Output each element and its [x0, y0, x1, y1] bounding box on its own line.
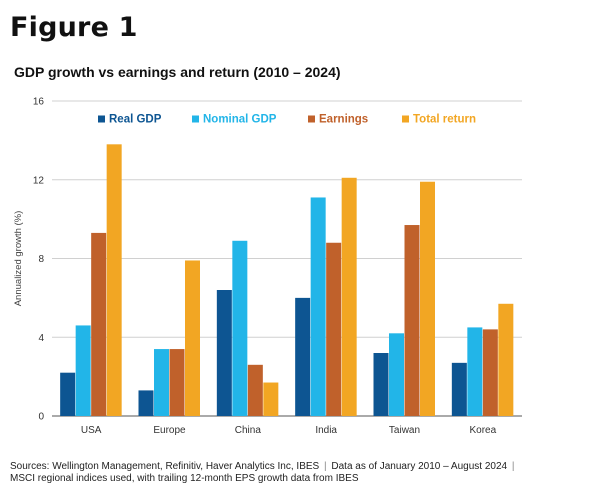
bar: [482, 329, 498, 416]
y-tick-label: 4: [38, 333, 44, 344]
x-tick-label: China: [235, 425, 262, 436]
y-tick-label: 8: [38, 254, 44, 265]
bar: [185, 260, 200, 416]
x-tick-label: Korea: [469, 425, 496, 436]
bar: [60, 372, 76, 416]
bar: [420, 181, 435, 416]
y-tick-label: 0: [38, 412, 44, 423]
separator: |: [324, 461, 327, 472]
x-tick-label: Europe: [153, 425, 186, 436]
sources-note: Sources: Wellington Management, Refiniti…: [10, 461, 600, 485]
bar: [326, 242, 342, 416]
y-tick-label: 16: [33, 97, 45, 108]
bar: [404, 225, 420, 416]
data-date-range: Data as of January 2010 – August 2024: [331, 461, 508, 472]
bar: [169, 349, 185, 416]
bar: [75, 325, 91, 416]
bar: [138, 390, 154, 416]
methodology-note: MSCI regional indices used, with trailin…: [10, 473, 359, 484]
bar: [341, 177, 357, 416]
separator: |: [511, 461, 515, 472]
bar: [106, 144, 122, 416]
legend-swatch: [98, 115, 105, 123]
bar: [373, 353, 389, 416]
chart-title: GDP growth vs earnings and return (2010 …: [14, 64, 341, 80]
y-axis-label: Annualized growth (%): [13, 211, 24, 307]
legend-label: Nominal GDP: [203, 114, 277, 126]
legend-label: Total return: [413, 114, 476, 126]
figure-label: Figure 1: [10, 12, 138, 43]
bar: [263, 382, 279, 416]
legend-label: Earnings: [319, 114, 368, 126]
bar: [498, 303, 514, 416]
bar: [91, 232, 107, 416]
sources-text: Sources: Wellington Management, Refiniti…: [10, 461, 320, 472]
x-tick-label: USA: [81, 425, 102, 436]
bar: [216, 290, 232, 416]
legend-swatch: [402, 115, 409, 123]
bar: [295, 297, 311, 416]
x-tick-label: India: [315, 425, 337, 436]
bar-chart: 0 4 8 12 16 Annualized growth (%) USA Europe Chi…: [13, 97, 522, 436]
bar: [232, 240, 248, 416]
y-tick-label: 12: [33, 175, 45, 186]
legend-swatch: [308, 115, 315, 123]
bar: [247, 364, 263, 416]
bar: [451, 362, 467, 416]
bar: [389, 333, 404, 416]
bar: [467, 327, 483, 416]
x-tick-label: Taiwan: [389, 425, 420, 436]
legend-label: Real GDP: [109, 114, 162, 126]
bar: [154, 349, 169, 416]
legend-swatch: [192, 115, 199, 123]
bar: [310, 197, 326, 416]
